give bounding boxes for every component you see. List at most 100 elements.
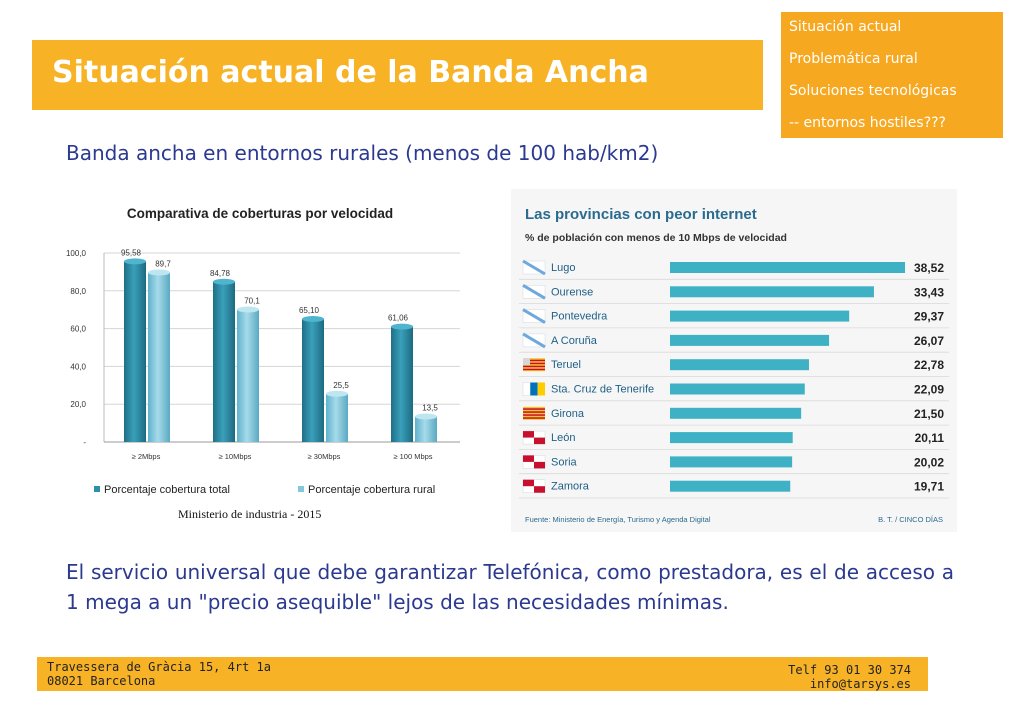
section-subtitle: Banda ancha en entornos rurales (menos d… [66,141,659,165]
coverage-bar-total-cap [124,258,146,265]
nav-item-problematica-rural[interactable]: Problemática rural [789,51,918,67]
province-bar [670,334,830,346]
coverage-bar-total-cap [391,323,413,330]
canarias-flag-stripe [537,382,545,396]
province-value-label: 19,71 [914,480,944,494]
province-value-label: 33,43 [914,285,944,299]
province-row: Pontevedra 29,37 [519,303,949,324]
footer-contact: Telf 93 01 30 374 info@tarsys.es [788,663,911,691]
province-value-label: 20,02 [914,455,944,469]
coverage-bar-total [124,261,146,442]
galicia-flag-stripe [522,332,546,349]
province-row: Ourense 33,43 [519,278,949,300]
nav-item-situacion-actual[interactable]: Situación actual [789,19,902,35]
province-value-label: 38,52 [914,261,944,275]
body-paragraph: El servicio universal que debe garantiza… [66,560,954,614]
castilla-leon-flag-quarter [534,461,545,469]
province-row: León 20,11 [519,424,949,445]
province-name: León [551,432,575,444]
coverage-bar-rural-cap [237,306,259,313]
coverage-bar-rural-cap [148,269,170,276]
province-row: Lugo 38,52 [522,259,944,276]
coverage-bar-rural [326,393,348,442]
coverage-data-label: 65,10 [299,306,320,315]
footer-email[interactable]: info@tarsys.es [809,677,911,691]
page-title: Situación actual de la Banda Ancha [52,55,649,90]
province-bar [670,456,793,468]
castilla-leon-flag-quarter [523,479,534,487]
aragon-flag-stripe [523,362,545,365]
coverage-data-label: 95,58 [121,248,142,257]
castilla-leon-flag-quarter [523,431,534,438]
provinces-chart-source: Fuente: Ministerio de Energía, Turismo y… [525,515,711,524]
province-name: Sta. Cruz de Tenerife [551,384,654,396]
coverage-bar-rural-cap [415,413,437,420]
coverage-bar-total [391,326,413,442]
coverage-data-label: 89,7 [155,259,171,268]
coverage-legend-label: Porcentaje cobertura rural [308,484,435,496]
province-name: Girona [551,408,585,420]
province-row: Sta. Cruz de Tenerife 22,09 [519,376,949,397]
coverage-legend-swatch [94,486,100,492]
coverage-xtick-label: ≥ 100 Mbps [393,452,432,461]
footer-phone: Telf 93 01 30 374 [788,663,911,677]
coverage-data-label: 84,78 [210,269,231,278]
province-row: Girona 21,50 [519,400,949,421]
province-bar [670,407,802,419]
province-bar [670,310,850,322]
coverage-xtick-label: ≥ 2Mbps [132,452,161,461]
galicia-flag-stripe [522,284,546,300]
aragon-flag-stripe [523,365,545,368]
provinces-chart-svg: Las provincias con peor internet % de po… [519,206,949,524]
province-row: Zamora 19,71 [519,473,949,494]
coverage-chart-title: Comparativa de coberturas por velocidad [127,206,393,221]
nav-item-entornos-hostiles[interactable]: -- entornos hostiles??? [789,115,946,131]
province-value-label: 20,11 [915,431,945,445]
coverage-chart: Comparativa de coberturas por velocidad … [52,192,470,510]
coverage-bar-total [302,318,324,442]
footer-address-line2: 08021 Barcelona [47,674,156,688]
coverage-chart-svg: Comparativa de coberturas por velocidad … [66,206,460,496]
province-row: Teruel 22,78 [519,351,949,372]
aragon-flag-stripe [523,368,545,371]
coverage-legend-label: Porcentaje cobertura total [104,484,230,496]
coverage-data-label: 70,1 [244,297,260,306]
province-bar [670,480,791,492]
province-name: Lugo [551,262,575,274]
canarias-flag-icon [522,382,531,396]
nav-item-soluciones-tecnologicas[interactable]: Soluciones tecnológicas [789,83,957,99]
chart-source-left: Ministerio de industria - 2015 [178,507,322,521]
galicia-flag-stripe [522,308,546,324]
province-bar [670,432,793,444]
coverage-bar-rural [148,272,170,442]
province-value-label: 26,07 [914,334,944,348]
coverage-bar-total [213,281,235,442]
cataluna-flag-stripe [523,411,545,413]
province-value-label: 22,09 [914,383,944,397]
coverage-xtick-label: ≥ 30Mbps [308,452,341,461]
section-nav [781,12,1003,138]
province-value-label: 21,50 [914,407,944,421]
provinces-chart-credit: B. T. / CINCO DÍAS [878,515,943,524]
coverage-ytick-label: 80,0 [70,287,86,296]
provinces-chart-title: Las provincias con peor internet [525,206,757,223]
province-value-label: 22,78 [914,358,944,372]
footer-bar [37,657,928,691]
galicia-flag-stripe [522,259,546,276]
aragon-flag-stripe [523,359,545,362]
province-row: Soria 20,02 [519,448,949,469]
coverage-ytick-label: 100,0 [66,249,87,258]
provinces-chart: Las provincias con peor internet % de po… [511,189,957,532]
province-name: Teruel [551,359,581,371]
coverage-ytick-label: 40,0 [70,362,86,371]
coverage-bar-rural [237,309,259,442]
title-banner [32,40,763,110]
province-name: Ourense [551,286,593,298]
province-bar [670,383,805,395]
footer-address-line1: Travessera de Gràcia 15, 4rt 1a [47,660,271,674]
province-name: Zamora [551,481,590,493]
coverage-xtick-label: ≥ 10Mbps [219,452,252,461]
province-row: A Coruña 26,07 [519,327,949,349]
coverage-bar-rural [415,416,437,442]
province-name: Soria [551,456,578,468]
